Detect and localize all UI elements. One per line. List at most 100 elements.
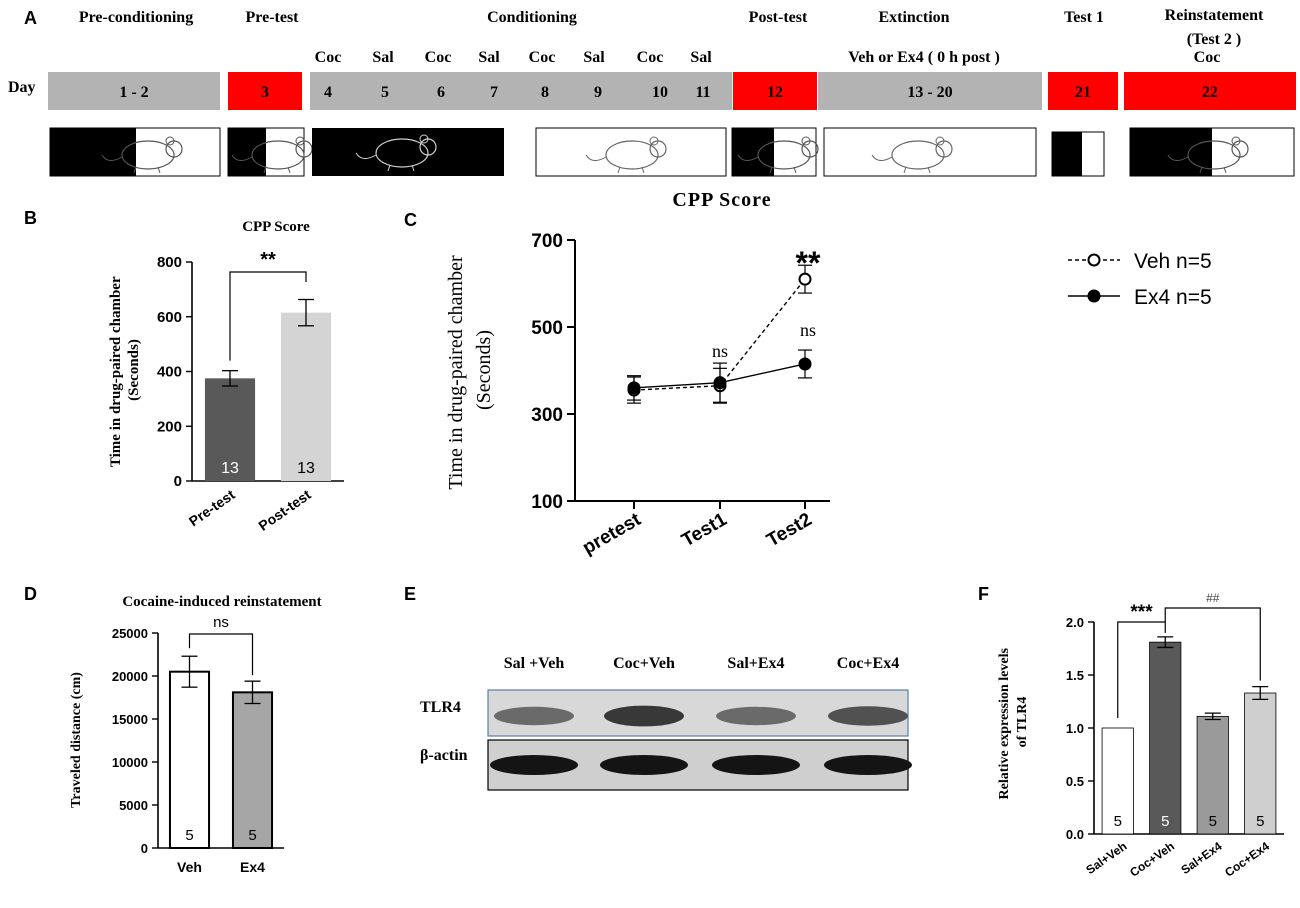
significance-bracket bbox=[1164, 607, 1261, 681]
chart-f-ylabel-line1: Relative expression levels bbox=[997, 648, 1012, 800]
bar bbox=[1149, 641, 1182, 835]
x-tick-label: Coc+Veh bbox=[1127, 839, 1177, 880]
day-text-13-20: 13 - 20 bbox=[907, 84, 952, 101]
data-point bbox=[798, 272, 812, 286]
chamber-cond-white bbox=[535, 127, 727, 177]
cond-drug-7: Sal bbox=[478, 49, 500, 66]
cond-drug-6: Coc bbox=[425, 49, 452, 66]
annotation-label: ns bbox=[800, 320, 816, 340]
blot-band-tlr4 bbox=[828, 706, 908, 726]
y-tick-label: 10000 bbox=[112, 755, 148, 770]
y-tick-label: 200 bbox=[157, 418, 182, 435]
panel-e: E Sal +Veh Coc+Veh Sal+Ex4 Coc+Ex4 TLR4 … bbox=[404, 584, 912, 791]
chart-b-title: CPP Score bbox=[242, 219, 310, 235]
x-tick-label: Post-test bbox=[255, 486, 314, 534]
n-label: 5 bbox=[248, 827, 256, 844]
cond-day-7: 7 bbox=[490, 84, 498, 101]
bar bbox=[1196, 715, 1229, 835]
chart-f-ylabel: Relative expression levels of TLR4 bbox=[997, 645, 1030, 800]
chamber-test1 bbox=[1051, 131, 1105, 177]
blot-lane-1: Sal +Veh bbox=[504, 655, 565, 672]
significance-bracket bbox=[188, 633, 254, 676]
chart-b-ylabel: Time in drug-paired chamber (Seconds) bbox=[108, 273, 142, 467]
day-text-12: 12 bbox=[767, 84, 783, 101]
chart-b-ylabel-line2: (Seconds) bbox=[126, 339, 142, 401]
legend-label: Veh n=5 bbox=[1134, 250, 1212, 273]
day-block-13-20 bbox=[818, 72, 1042, 110]
chart-d-title: Cocaine-induced reinstatement bbox=[122, 594, 321, 610]
annotation-label: ns bbox=[712, 341, 728, 361]
y-tick-label: 700 bbox=[531, 231, 563, 252]
legend-marker bbox=[1087, 253, 1101, 267]
n-label: 5 bbox=[1209, 813, 1217, 830]
day-block-22 bbox=[1124, 72, 1296, 110]
chart-c-ylabel-line1: Time in drug-paired chamber bbox=[445, 255, 467, 490]
blot-band-actin bbox=[600, 755, 688, 775]
blot-lane-2: Coc+Veh bbox=[613, 655, 675, 672]
panel-b: B CPP Score Time in drug-paired chamber … bbox=[24, 208, 344, 534]
chart-d-ylabel: Traveled distance (cm) bbox=[69, 672, 84, 808]
day-block-21 bbox=[1048, 72, 1118, 110]
panel-f: F Relative expression levels of TLR4 0.0… bbox=[978, 584, 1284, 880]
blot-row-tlr4: TLR4 bbox=[420, 699, 461, 716]
y-tick-label: 1.5 bbox=[1066, 668, 1084, 683]
chart-c-title: CPP Score bbox=[672, 189, 771, 211]
x-tick-label: Veh bbox=[177, 859, 202, 875]
bar bbox=[280, 312, 332, 481]
blot-lane-3: Sal+Ex4 bbox=[727, 655, 784, 672]
cond-day-5: 5 bbox=[381, 84, 389, 101]
panel-label-f: F bbox=[978, 584, 989, 604]
y-tick-label: 2.0 bbox=[1066, 615, 1084, 630]
cond-day-6: 6 bbox=[437, 84, 445, 101]
cond-drug-10: Coc bbox=[637, 49, 664, 66]
chamber-precond bbox=[49, 127, 221, 177]
data-point bbox=[798, 357, 812, 371]
panel-d: D Cocaine-induced reinstatement Traveled… bbox=[24, 584, 322, 875]
blot-band-actin bbox=[490, 755, 578, 775]
cond-drug-9: Sal bbox=[583, 49, 605, 66]
day-text-22: 22 bbox=[1202, 84, 1218, 101]
day-text-3: 3 bbox=[261, 84, 269, 101]
panel-c: C CPP Score Time in drug-paired chamber … bbox=[404, 189, 1212, 559]
blot-band-tlr4 bbox=[604, 705, 684, 727]
chart-c-ylabel: Time in drug-paired chamber (Seconds) bbox=[445, 250, 495, 489]
significance-bracket bbox=[1117, 621, 1166, 718]
data-point bbox=[713, 376, 727, 390]
day-block-12 bbox=[733, 72, 817, 110]
x-tick-label: Sal+Ex4 bbox=[1178, 839, 1224, 877]
y-tick-label: 5000 bbox=[119, 798, 148, 813]
phase-test1: Test 1 bbox=[1064, 9, 1104, 26]
cond-drug-8: Coc bbox=[529, 49, 556, 66]
y-tick-label: 100 bbox=[531, 492, 563, 513]
day-label: Day bbox=[8, 79, 36, 96]
cond-day-4: 4 bbox=[324, 84, 332, 101]
day-text-21: 21 bbox=[1075, 84, 1091, 101]
x-tick-label: Ex4 bbox=[240, 859, 265, 875]
y-tick-label: 300 bbox=[531, 405, 563, 426]
bar bbox=[168, 670, 211, 850]
chart-f-ylabel-line2: of TLR4 bbox=[1015, 697, 1030, 748]
x-tick-label: Test2 bbox=[763, 509, 815, 551]
day-block-1-2 bbox=[48, 72, 220, 110]
y-tick-label: 500 bbox=[531, 318, 563, 339]
y-tick-label: 15000 bbox=[112, 712, 148, 727]
bar bbox=[1244, 692, 1277, 835]
chamber-cond-black bbox=[312, 128, 504, 176]
y-tick-label: 0 bbox=[174, 473, 182, 490]
panel-a: A Pre-conditioning Pre-test Conditioning… bbox=[8, 7, 1296, 177]
n-label: 5 bbox=[1114, 813, 1122, 830]
significance-label: ns bbox=[213, 614, 229, 631]
phase-precond: Pre-conditioning bbox=[79, 9, 193, 26]
phase-posttest: Post-test bbox=[749, 9, 808, 26]
chamber-pretest bbox=[227, 127, 313, 177]
significance-label: ** bbox=[260, 249, 276, 271]
y-tick-label: 0.0 bbox=[1066, 827, 1084, 842]
day-block-3 bbox=[228, 72, 302, 110]
blot-band-actin bbox=[824, 755, 912, 775]
cond-day-10: 10 bbox=[652, 84, 668, 101]
blot-row-actin: β-actin bbox=[420, 747, 468, 764]
day-block-conditioning bbox=[310, 72, 732, 110]
legend-marker bbox=[1087, 289, 1101, 303]
blot-lane-4: Coc+Ex4 bbox=[837, 655, 899, 672]
